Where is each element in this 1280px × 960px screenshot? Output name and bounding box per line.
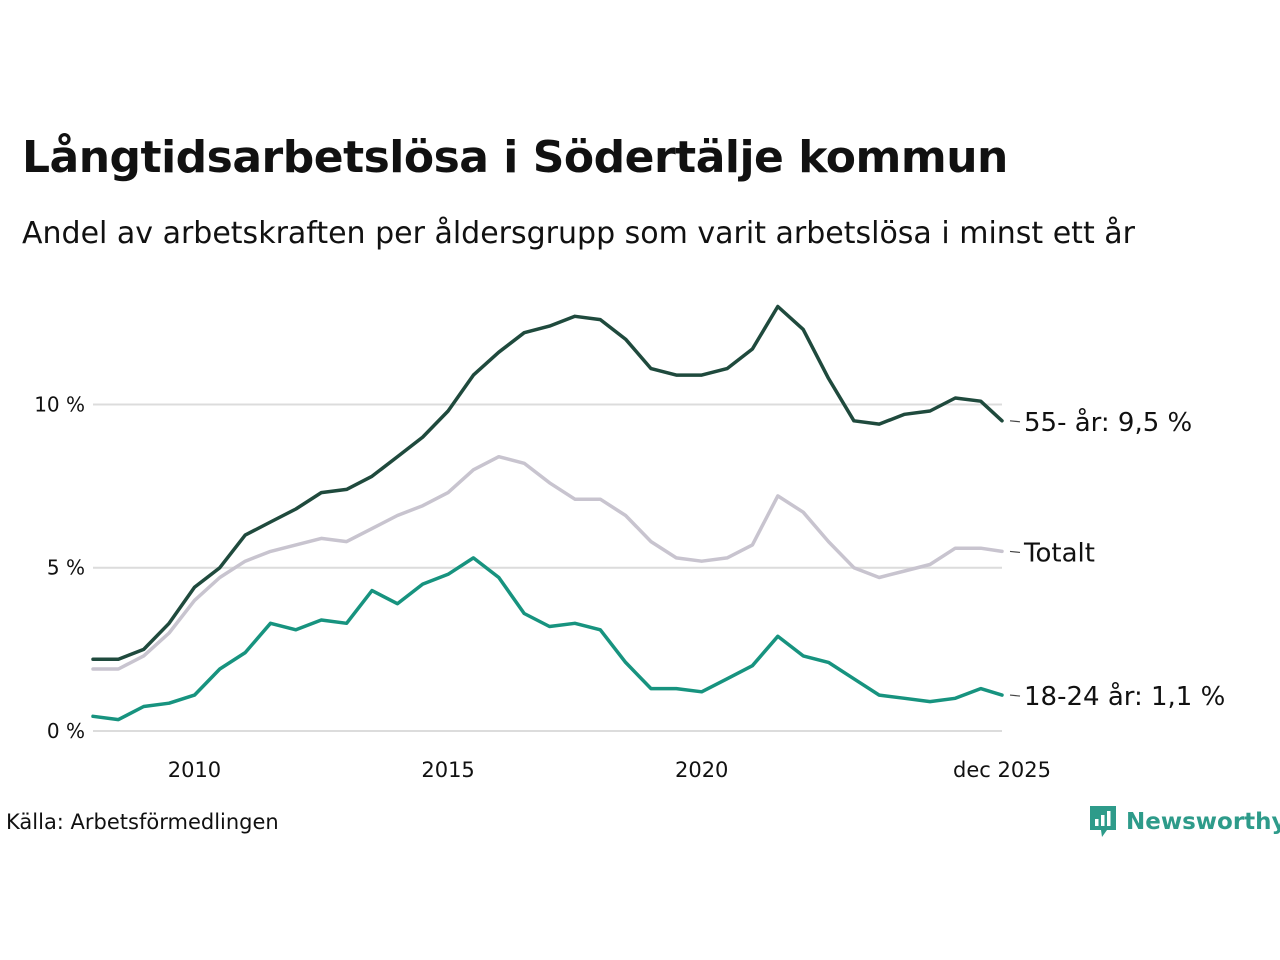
x-tick-label: 2010 xyxy=(168,758,221,782)
series-end-label: 18-24 år: 1,1 % xyxy=(1024,681,1225,712)
x-tick-label: dec 2025 xyxy=(953,758,1051,782)
chart-title: Långtidsarbetslösa i Södertälje kommun xyxy=(22,132,1008,183)
source-note: Källa: Arbetsförmedlingen xyxy=(6,810,279,834)
series-line-2 xyxy=(91,556,1004,722)
y-tick-label: 0 % xyxy=(47,719,85,743)
series-label-tick xyxy=(1009,550,1021,554)
x-tick-label: 2015 xyxy=(421,758,474,782)
y-tick-label: 10 % xyxy=(34,392,85,416)
chart-subtitle: Andel av arbetskraften per åldersgrupp s… xyxy=(22,216,1135,251)
series-line-1 xyxy=(91,304,1004,661)
x-tick-label: 2020 xyxy=(675,758,728,782)
series-label-tick xyxy=(1009,694,1021,697)
series-end-label: 55- år: 9,5 % xyxy=(1024,407,1192,438)
newsworthy-logo-text: Newsworthy xyxy=(1126,809,1280,835)
y-tick-label: 5 % xyxy=(47,556,85,580)
newsworthy-logo: Newsworthy xyxy=(1088,804,1280,840)
series-line-0 xyxy=(91,454,1004,671)
series-label-tick xyxy=(1009,420,1021,423)
newsworthy-logo-icon xyxy=(1090,806,1116,837)
series-end-label: Totalt xyxy=(1023,538,1095,568)
